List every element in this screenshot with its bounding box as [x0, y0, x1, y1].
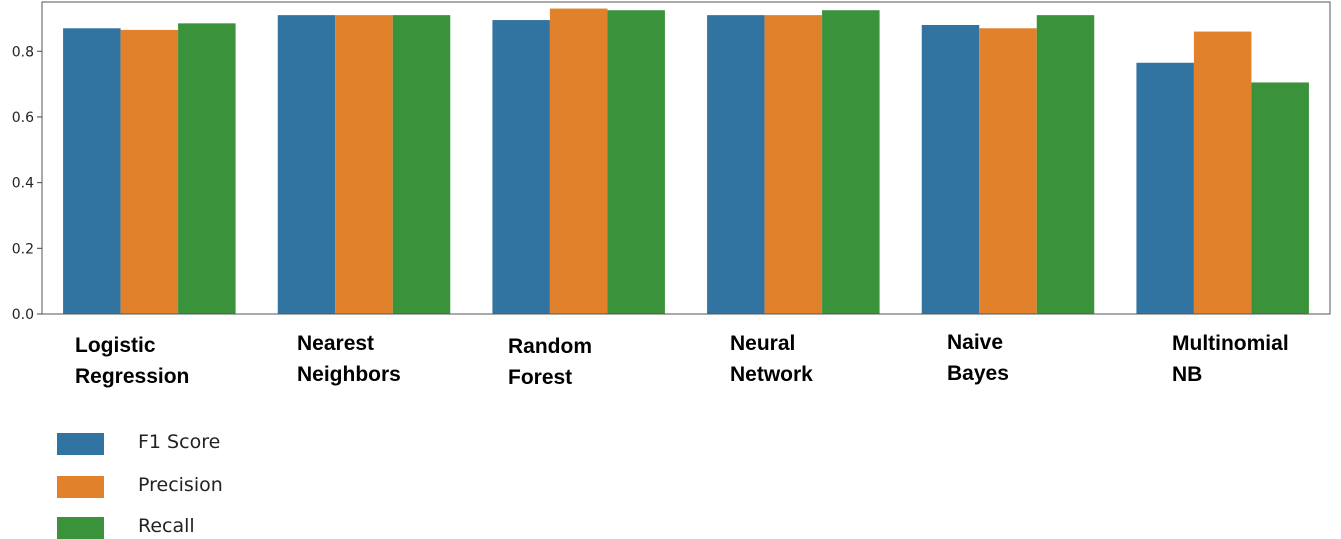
- y-axis: 0.0 0.2 0.4 0.6 0.8: [12, 44, 42, 323]
- bar-precision-4: [979, 28, 1037, 315]
- bar-f1-score-0: [63, 28, 121, 315]
- x-category-label: Bayes: [947, 362, 1009, 385]
- bar-f1-score-3: [707, 15, 765, 314]
- legend-swatch-recall: [57, 517, 104, 539]
- x-category-label: Network: [730, 363, 813, 386]
- bar-precision-1: [335, 15, 393, 314]
- x-category-label: Forest: [508, 366, 572, 389]
- legend-label-f1-score: F1 Score: [138, 431, 220, 453]
- bars-group: [63, 8, 1309, 315]
- x-category-label: Multinomial: [1172, 332, 1289, 355]
- bar-recall-5: [1251, 82, 1309, 315]
- legend-label-recall: Recall: [138, 515, 195, 537]
- y-tick-label: 0.2: [12, 241, 34, 257]
- bar-recall-3: [822, 10, 880, 315]
- x-category-label: Random: [508, 335, 592, 358]
- bar-f1-score-2: [492, 20, 550, 315]
- bar-precision-5: [1193, 31, 1252, 315]
- x-category-label: Naive: [947, 331, 1003, 354]
- y-tick-label: 0.6: [12, 110, 34, 126]
- x-category-label: Neighbors: [297, 363, 401, 386]
- bar-recall-2: [607, 10, 665, 315]
- x-category-label: Regression: [75, 365, 189, 388]
- y-tick-label: 0.4: [12, 176, 34, 192]
- legend: F1 Score Precision Recall: [57, 431, 223, 539]
- x-category-label: NB: [1172, 363, 1202, 386]
- y-tick-label: 0.8: [12, 44, 34, 60]
- x-category-label: Neural: [730, 332, 795, 355]
- bar-recall-0: [178, 23, 236, 314]
- y-tick-label: 0.0: [12, 307, 34, 323]
- bar-recall-4: [1036, 15, 1095, 314]
- x-axis: Logistic Regression Nearest Neighbors Random…: [75, 331, 1289, 389]
- bar-f1-score-4: [921, 24, 980, 315]
- legend-swatch-precision: [57, 476, 104, 498]
- bar-f1-score-1: [277, 15, 336, 314]
- x-category-label: Nearest: [297, 332, 374, 355]
- bar-recall-1: [392, 15, 451, 314]
- bar-precision-0: [120, 29, 179, 314]
- legend-swatch-f1-score: [57, 433, 104, 455]
- bar-f1-score-5: [1136, 62, 1194, 315]
- bar-precision-3: [764, 15, 823, 314]
- bar-precision-2: [549, 8, 608, 314]
- x-category-label: Logistic: [75, 334, 156, 357]
- legend-label-precision: Precision: [138, 474, 223, 496]
- plot-frame: [41, 1, 1331, 315]
